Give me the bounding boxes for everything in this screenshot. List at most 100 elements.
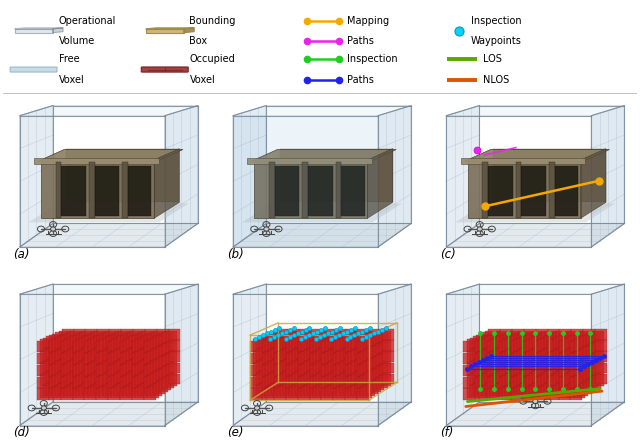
Polygon shape: [562, 387, 573, 398]
Polygon shape: [73, 381, 85, 392]
Polygon shape: [517, 349, 529, 361]
Polygon shape: [139, 355, 150, 366]
Polygon shape: [299, 340, 310, 351]
Polygon shape: [342, 383, 355, 394]
Polygon shape: [488, 374, 500, 384]
Polygon shape: [331, 348, 342, 359]
Polygon shape: [145, 340, 157, 351]
Polygon shape: [367, 371, 378, 383]
Polygon shape: [357, 388, 369, 400]
Polygon shape: [120, 365, 132, 376]
Polygon shape: [67, 377, 79, 388]
Polygon shape: [512, 362, 524, 373]
Polygon shape: [334, 381, 346, 392]
Polygon shape: [144, 340, 156, 352]
Polygon shape: [559, 335, 571, 346]
Polygon shape: [488, 370, 500, 381]
Polygon shape: [361, 356, 372, 367]
Polygon shape: [559, 376, 570, 388]
Polygon shape: [95, 166, 120, 215]
Polygon shape: [56, 355, 67, 366]
Polygon shape: [262, 346, 275, 358]
Polygon shape: [355, 336, 367, 348]
Polygon shape: [118, 371, 129, 383]
Polygon shape: [351, 361, 364, 373]
Polygon shape: [296, 331, 307, 342]
Polygon shape: [476, 353, 487, 364]
Polygon shape: [52, 351, 64, 362]
Polygon shape: [346, 352, 358, 362]
Polygon shape: [38, 150, 183, 161]
Polygon shape: [536, 352, 548, 362]
Polygon shape: [367, 353, 379, 364]
Polygon shape: [103, 355, 115, 366]
Polygon shape: [361, 334, 372, 345]
Polygon shape: [265, 375, 277, 386]
Polygon shape: [595, 362, 607, 373]
Polygon shape: [124, 334, 136, 345]
Polygon shape: [280, 373, 292, 384]
Polygon shape: [526, 339, 538, 351]
Polygon shape: [446, 402, 625, 426]
Polygon shape: [346, 329, 358, 340]
Polygon shape: [284, 375, 296, 386]
Polygon shape: [130, 353, 141, 364]
Polygon shape: [335, 163, 341, 218]
Polygon shape: [485, 375, 497, 386]
Polygon shape: [476, 346, 488, 358]
Polygon shape: [358, 340, 370, 351]
Polygon shape: [463, 376, 476, 388]
Polygon shape: [52, 368, 64, 379]
Polygon shape: [106, 360, 118, 371]
Text: Occupied: Occupied: [189, 54, 236, 65]
Polygon shape: [67, 355, 79, 366]
Polygon shape: [562, 351, 573, 362]
Polygon shape: [91, 349, 102, 361]
Polygon shape: [61, 358, 73, 369]
Polygon shape: [118, 336, 129, 348]
Polygon shape: [502, 356, 515, 367]
Polygon shape: [144, 388, 156, 400]
Polygon shape: [52, 387, 64, 398]
Polygon shape: [577, 366, 589, 377]
Polygon shape: [150, 385, 162, 396]
Polygon shape: [512, 329, 524, 340]
Polygon shape: [332, 375, 343, 386]
Polygon shape: [568, 360, 580, 371]
Polygon shape: [372, 379, 385, 390]
Polygon shape: [40, 363, 52, 375]
Polygon shape: [150, 361, 162, 373]
Polygon shape: [364, 366, 376, 377]
Polygon shape: [337, 345, 349, 356]
Polygon shape: [340, 338, 351, 349]
Polygon shape: [476, 365, 487, 376]
Polygon shape: [545, 342, 556, 353]
Polygon shape: [109, 362, 121, 373]
Polygon shape: [129, 348, 141, 359]
Polygon shape: [580, 342, 592, 353]
Polygon shape: [83, 375, 94, 386]
Polygon shape: [379, 353, 390, 364]
Polygon shape: [132, 365, 144, 376]
Polygon shape: [372, 334, 385, 345]
Polygon shape: [595, 329, 607, 340]
Polygon shape: [536, 374, 548, 384]
Polygon shape: [286, 358, 298, 369]
Polygon shape: [20, 224, 198, 247]
Polygon shape: [364, 332, 376, 343]
Polygon shape: [97, 340, 109, 351]
Polygon shape: [337, 375, 348, 386]
Polygon shape: [61, 340, 74, 351]
Polygon shape: [512, 340, 524, 351]
Polygon shape: [364, 377, 376, 388]
Polygon shape: [467, 351, 479, 362]
Polygon shape: [37, 376, 49, 388]
Polygon shape: [310, 340, 323, 351]
Polygon shape: [275, 370, 286, 381]
Polygon shape: [556, 331, 568, 342]
Polygon shape: [79, 332, 91, 343]
Polygon shape: [497, 360, 508, 371]
Polygon shape: [106, 336, 118, 348]
Polygon shape: [156, 358, 168, 369]
Polygon shape: [325, 368, 337, 379]
